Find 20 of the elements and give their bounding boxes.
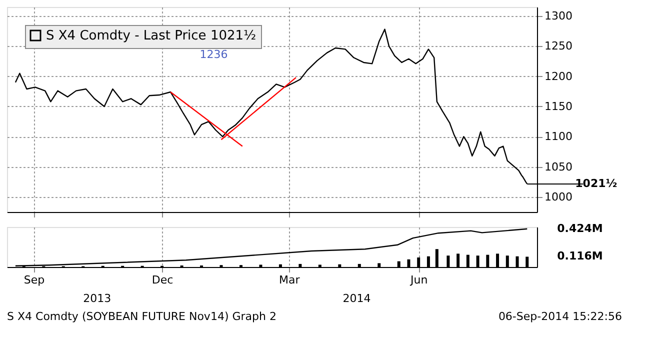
text: 06-Sep-2014 15:22:56 [498, 310, 622, 323]
annotation: 1236 [200, 48, 228, 61]
annotation: 0.116M [557, 250, 603, 263]
text: 2014 [342, 292, 371, 305]
y-tick-label: 1200 [544, 70, 572, 83]
y-tick-label: 1250 [544, 40, 572, 53]
y-tick-label: 1300 [544, 10, 572, 23]
annotation: 1021½ [575, 176, 618, 190]
legend-label: S X4 Comdty - Last Price 1021½ [46, 28, 256, 44]
x-tick-label: Sep [24, 274, 45, 286]
y-tick-label: 1050 [544, 160, 572, 174]
text: S X4 Comdty (SOYBEAN FUTURE Nov14) Graph 2 [7, 310, 276, 323]
annotation: 0.424M [557, 222, 603, 235]
y-tick-label: 1150 [544, 100, 572, 113]
x-tick-label: Mar [279, 274, 300, 286]
text: 2013 [83, 292, 112, 305]
y-tick-label: 1100 [544, 130, 572, 144]
x-tick-label: Jun [410, 274, 428, 286]
y-tick-label: 1000 [544, 190, 572, 204]
x-tick-label: Dec [152, 274, 174, 286]
